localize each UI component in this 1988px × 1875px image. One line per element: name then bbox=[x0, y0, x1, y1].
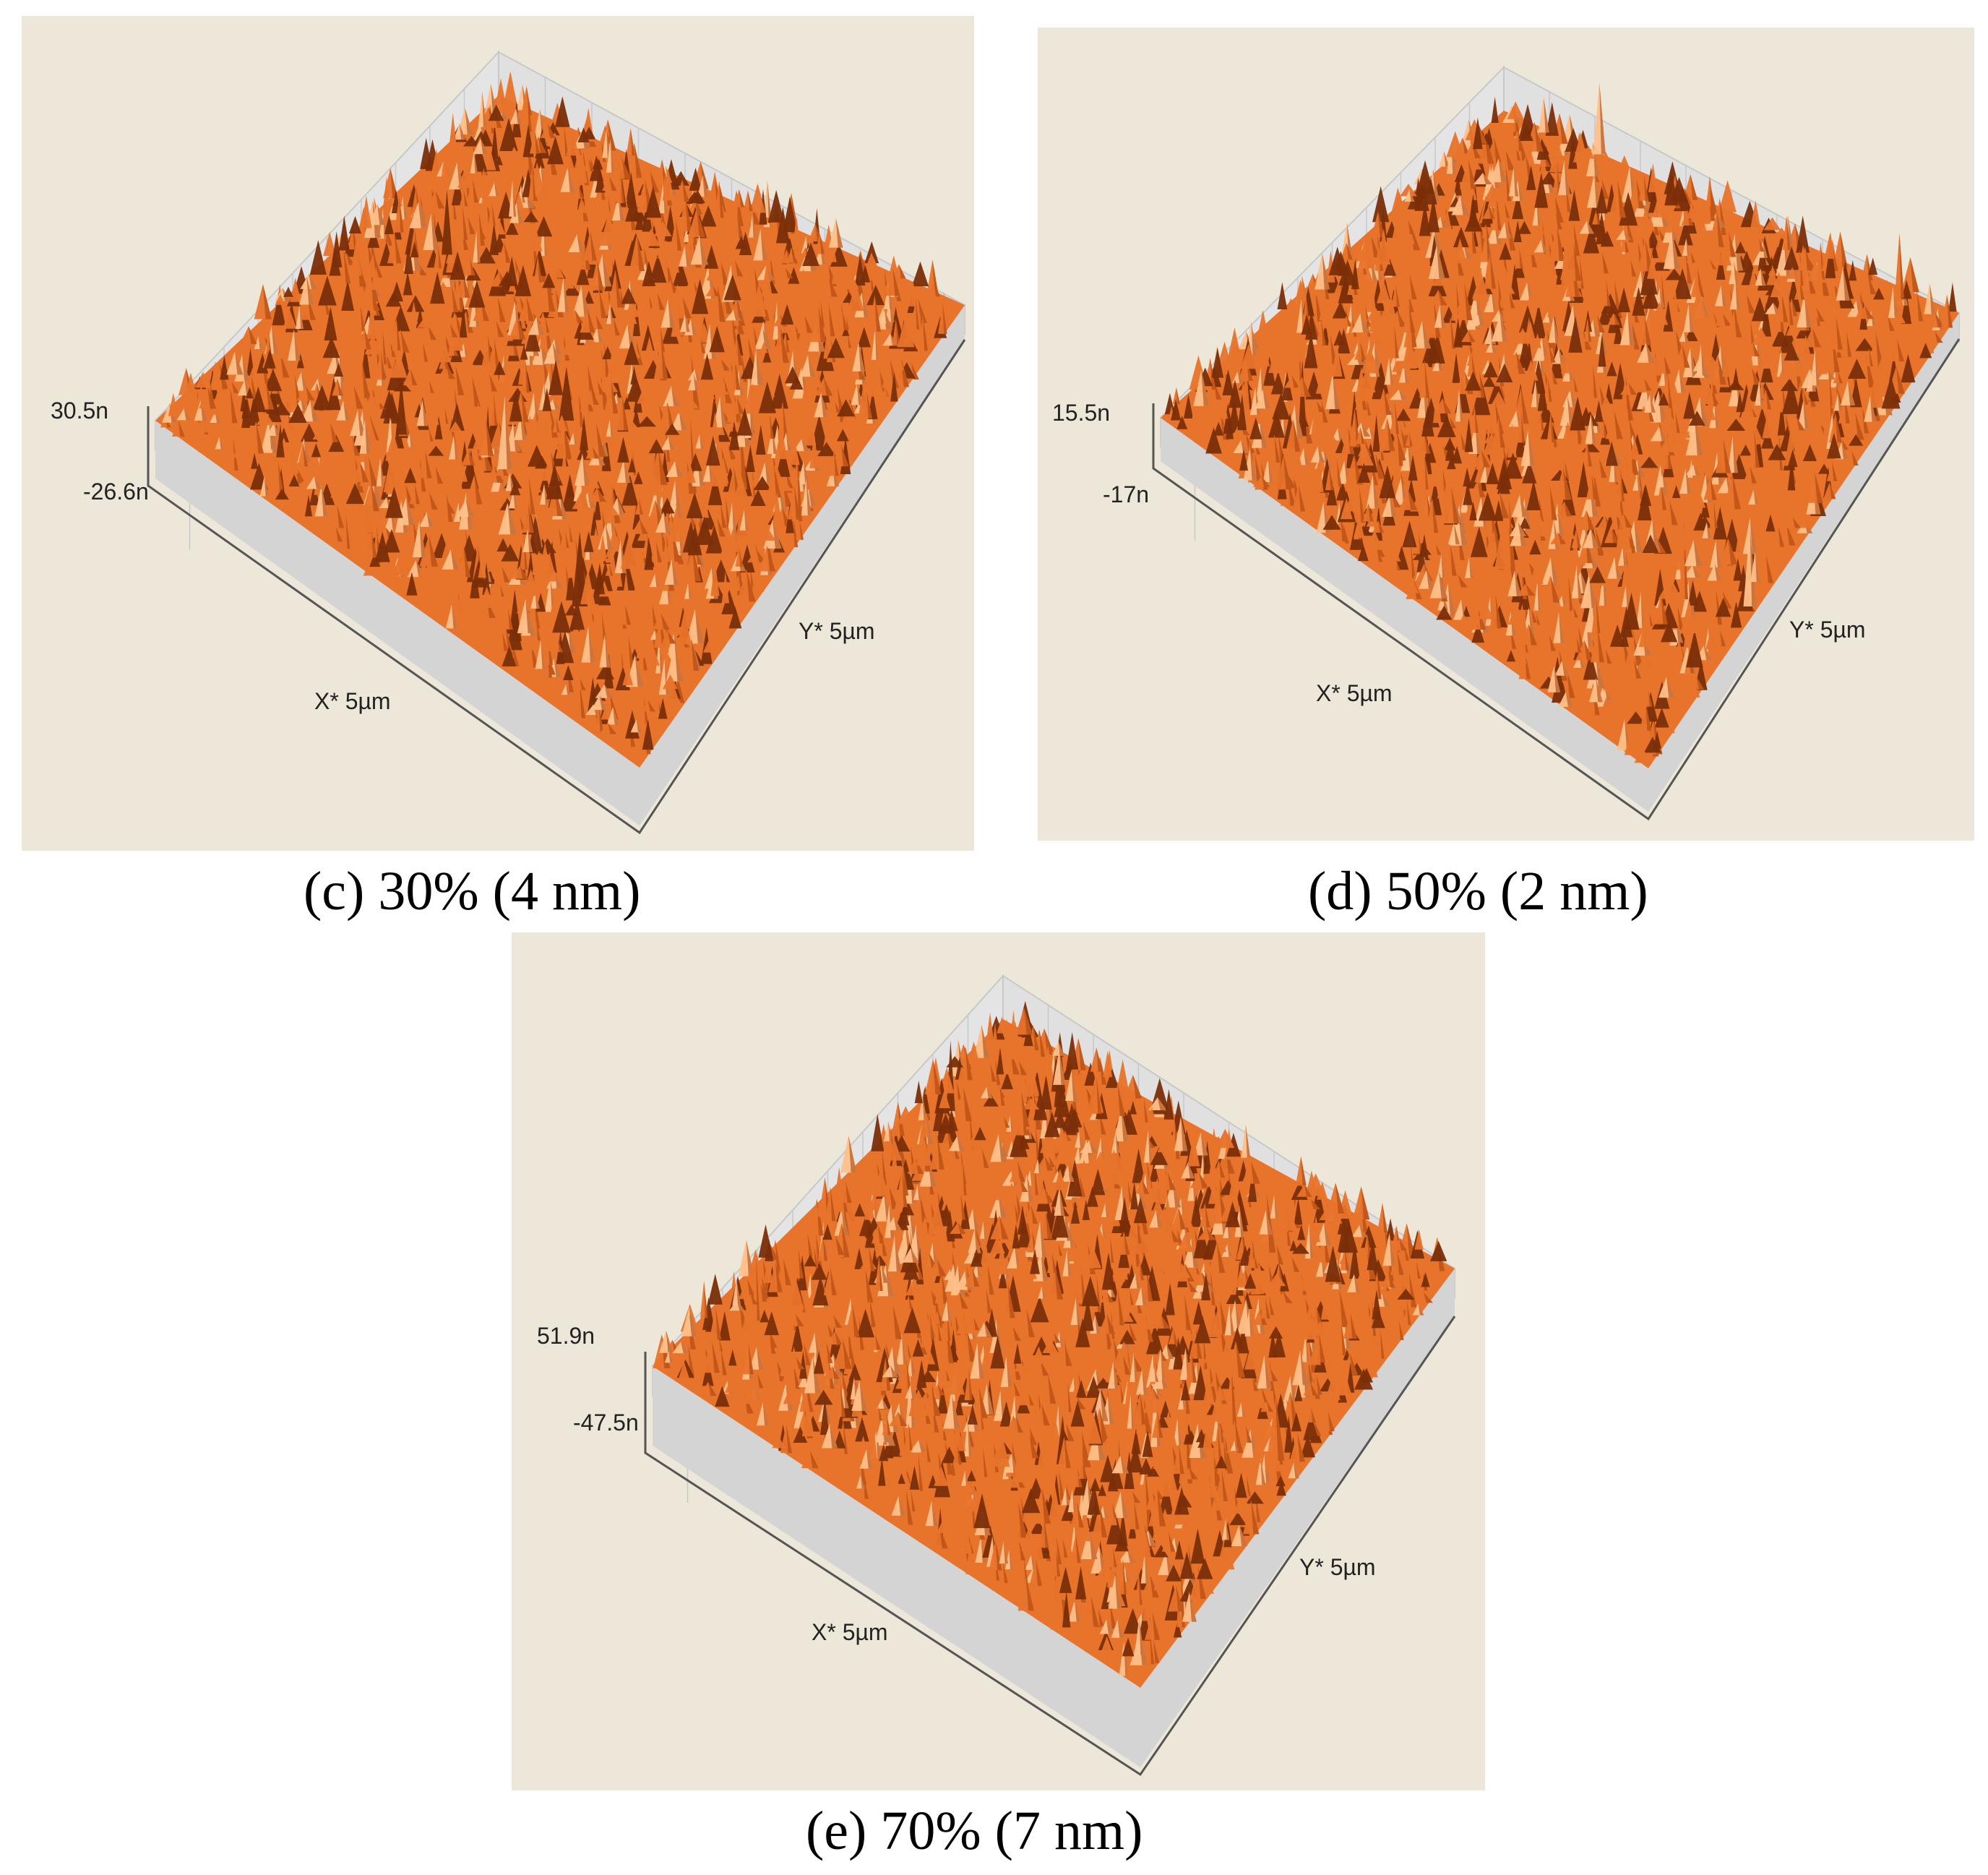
afm-panel-e: 51.9n -47.5n X* 5µm Y* 5µm bbox=[512, 932, 1485, 1790]
z-min-label: -17n bbox=[1103, 481, 1150, 507]
caption-e: (e) 70% (7 nm) bbox=[806, 1801, 1143, 1861]
afm-panel-c: 30.5n -26.6n X* 5µm Y* 5µm bbox=[22, 16, 974, 851]
afm-3d-surface-d bbox=[1152, 65, 1961, 821]
surface-texture bbox=[155, 71, 965, 768]
afm-3d-surface-e bbox=[644, 974, 1456, 1777]
y-axis-label: Y* 5µm bbox=[799, 618, 875, 644]
x-axis-label: X* 5µm bbox=[314, 688, 391, 714]
z-max-label: 30.5n bbox=[51, 398, 109, 424]
caption-c: (c) 30% (4 nm) bbox=[304, 861, 641, 922]
caption-d: (d) 50% (2 nm) bbox=[1308, 861, 1648, 922]
y-axis-label: Y* 5µm bbox=[1299, 1554, 1376, 1580]
z-min-label: -47.5n bbox=[573, 1410, 639, 1436]
afm-panel-d: 15.5n -17n X* 5µm Y* 5µm bbox=[1038, 27, 1974, 841]
surface-texture bbox=[653, 1000, 1455, 1688]
z-min-label: -26.6n bbox=[83, 479, 149, 505]
x-axis-label: X* 5µm bbox=[812, 1619, 888, 1645]
afm-3d-surface-c bbox=[147, 50, 966, 835]
surface-texture bbox=[1161, 82, 1959, 768]
y-axis-label: Y* 5µm bbox=[1789, 617, 1866, 643]
z-max-label: 51.9n bbox=[537, 1323, 595, 1349]
z-max-label: 15.5n bbox=[1052, 400, 1111, 426]
x-axis-label: X* 5µm bbox=[1316, 680, 1393, 706]
